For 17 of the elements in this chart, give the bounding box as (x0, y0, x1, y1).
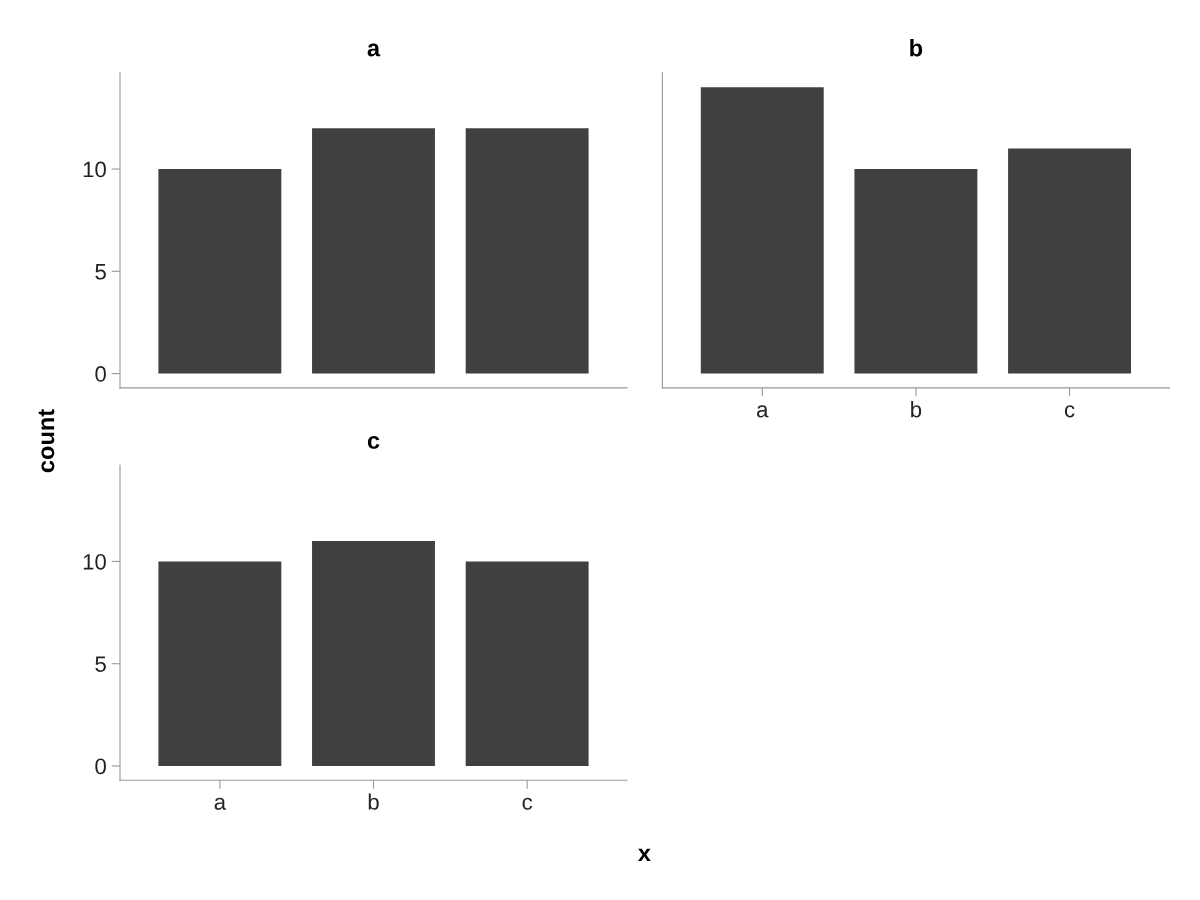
x-tick-label: c (522, 797, 533, 810)
y-tick-label: 5 (95, 656, 106, 672)
x-tick-label: b (911, 401, 922, 418)
chart-title: b (910, 39, 923, 57)
y-tick-label: 0 (95, 758, 106, 775)
x-tick-label: a (757, 405, 769, 418)
chart-title: a (367, 43, 381, 57)
y-tick-label: 10 (83, 161, 106, 178)
y-tick-label: 5 (95, 264, 106, 280)
x-tick-label: c (1064, 405, 1075, 418)
x-tick-label: b (368, 793, 379, 810)
y-tick-label: 10 (83, 553, 106, 570)
y-tick-label: 0 (95, 366, 106, 382)
x-axis-title: x (638, 848, 651, 862)
chart-title: c (367, 435, 380, 449)
x-tick-label: a (214, 797, 227, 810)
y-axis-title: count (38, 409, 55, 473)
